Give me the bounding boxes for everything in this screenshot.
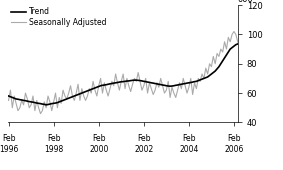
Text: Feb: Feb [47,133,60,142]
Text: 1996: 1996 [0,145,18,154]
Seasonally Adjusted [99,77,102,79]
Text: Feb: Feb [227,133,241,142]
Seasonally Adjusted [232,30,236,32]
Seasonally Adjusted [86,95,89,97]
Text: Feb: Feb [92,133,106,142]
Seasonally Adjusted [251,30,254,32]
Text: Feb: Feb [2,133,15,142]
Text: Feb: Feb [137,133,151,142]
Line: Seasonally Adjusted: Seasonally Adjusted [8,31,253,114]
Trend [240,41,243,44]
Text: Feb: Feb [182,133,196,142]
Seasonally Adjusted [104,89,108,91]
Seasonally Adjusted [39,113,42,115]
Trend [99,85,102,87]
Seasonally Adjusted [195,88,198,90]
Line: Trend: Trend [8,42,253,105]
Seasonally Adjusted [7,99,10,101]
Text: 2000: 2000 [89,145,108,154]
Trend [29,101,33,103]
Trend [195,80,198,82]
Text: 1998: 1998 [44,145,63,154]
Text: 2006: 2006 [224,145,244,154]
Trend [251,45,254,47]
Legend: Trend, Seasonally Adjusted: Trend, Seasonally Adjusted [10,7,107,27]
Trend [86,90,89,92]
Text: 2004: 2004 [179,145,199,154]
Seasonally Adjusted [29,104,33,106]
Text: 000: 000 [238,0,254,4]
Trend [44,104,48,106]
Seasonally Adjusted [133,77,136,79]
Text: 2002: 2002 [134,145,153,154]
Trend [104,84,108,86]
Trend [7,95,10,97]
Trend [133,79,136,81]
